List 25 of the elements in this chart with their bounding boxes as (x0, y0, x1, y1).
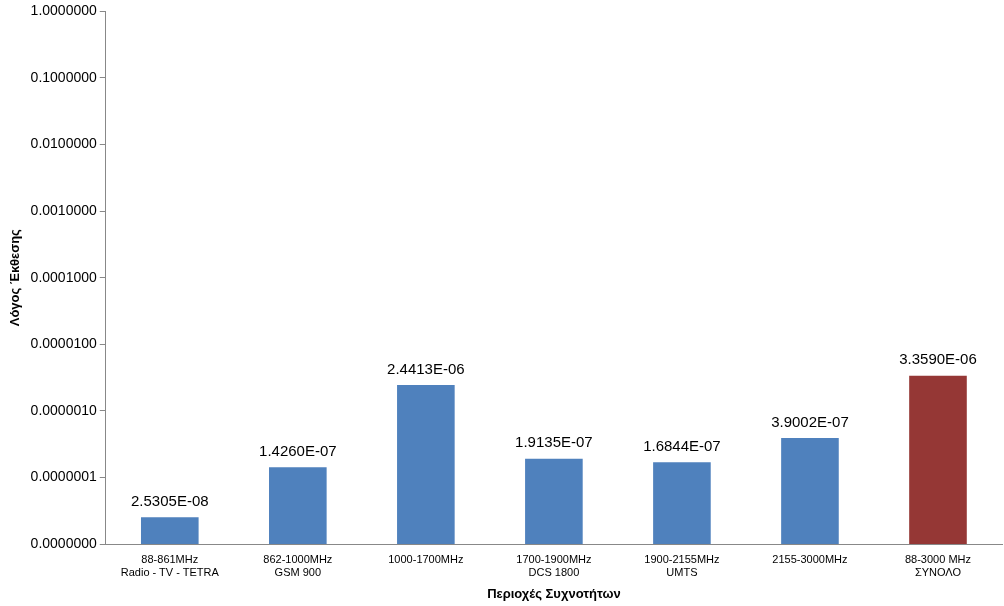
x-tick-label: 2155-3000MHz (772, 552, 848, 565)
x-tick-label: 88-3000 MHz ΣΥΝΟΛΟ (904, 552, 972, 578)
y-axis-title: Λόγος Έκθεσης (7, 228, 23, 327)
y-tick-label: 0.1000000 (30, 68, 97, 85)
x-tick-label: 1700-1900MHz DCS 1800 (516, 552, 592, 578)
data-label: 1.4260E-07 (259, 441, 337, 459)
x-tick-label: 1000-1700MHz (388, 552, 464, 565)
y-tick-label: 0.0000010 (30, 401, 97, 418)
data-label: 2.5305E-08 (131, 491, 209, 509)
y-tick-label: 1.0000000 (30, 2, 97, 19)
data-label: 2.4413E-06 (387, 359, 465, 377)
data-label: 1.9135E-07 (515, 433, 593, 451)
y-tick-label: 0.0000001 (30, 468, 97, 485)
data-label: 3.3590E-06 (899, 350, 977, 368)
y-tick-label: 0.0000000 (30, 534, 97, 551)
data-label: 1.6844E-07 (643, 436, 721, 454)
x-tick-label: 862-1000MHz GSM 900 (263, 552, 333, 578)
y-tick-label: 0.0010000 (30, 201, 97, 218)
y-tick-label: 0.0100000 (30, 135, 97, 152)
x-tick-label: 88-861MHz Radio - TV - TETRA (120, 552, 220, 578)
x-axis-title: Περιοχές Συχνοτήτων (487, 585, 621, 601)
data-label: 3.9002E-07 (771, 412, 849, 430)
y-tick-label: 0.0001000 (30, 268, 97, 285)
y-tick-label: 0.0000100 (30, 335, 97, 352)
x-tick-label: 1900-2155MHz UMTS (644, 552, 720, 578)
